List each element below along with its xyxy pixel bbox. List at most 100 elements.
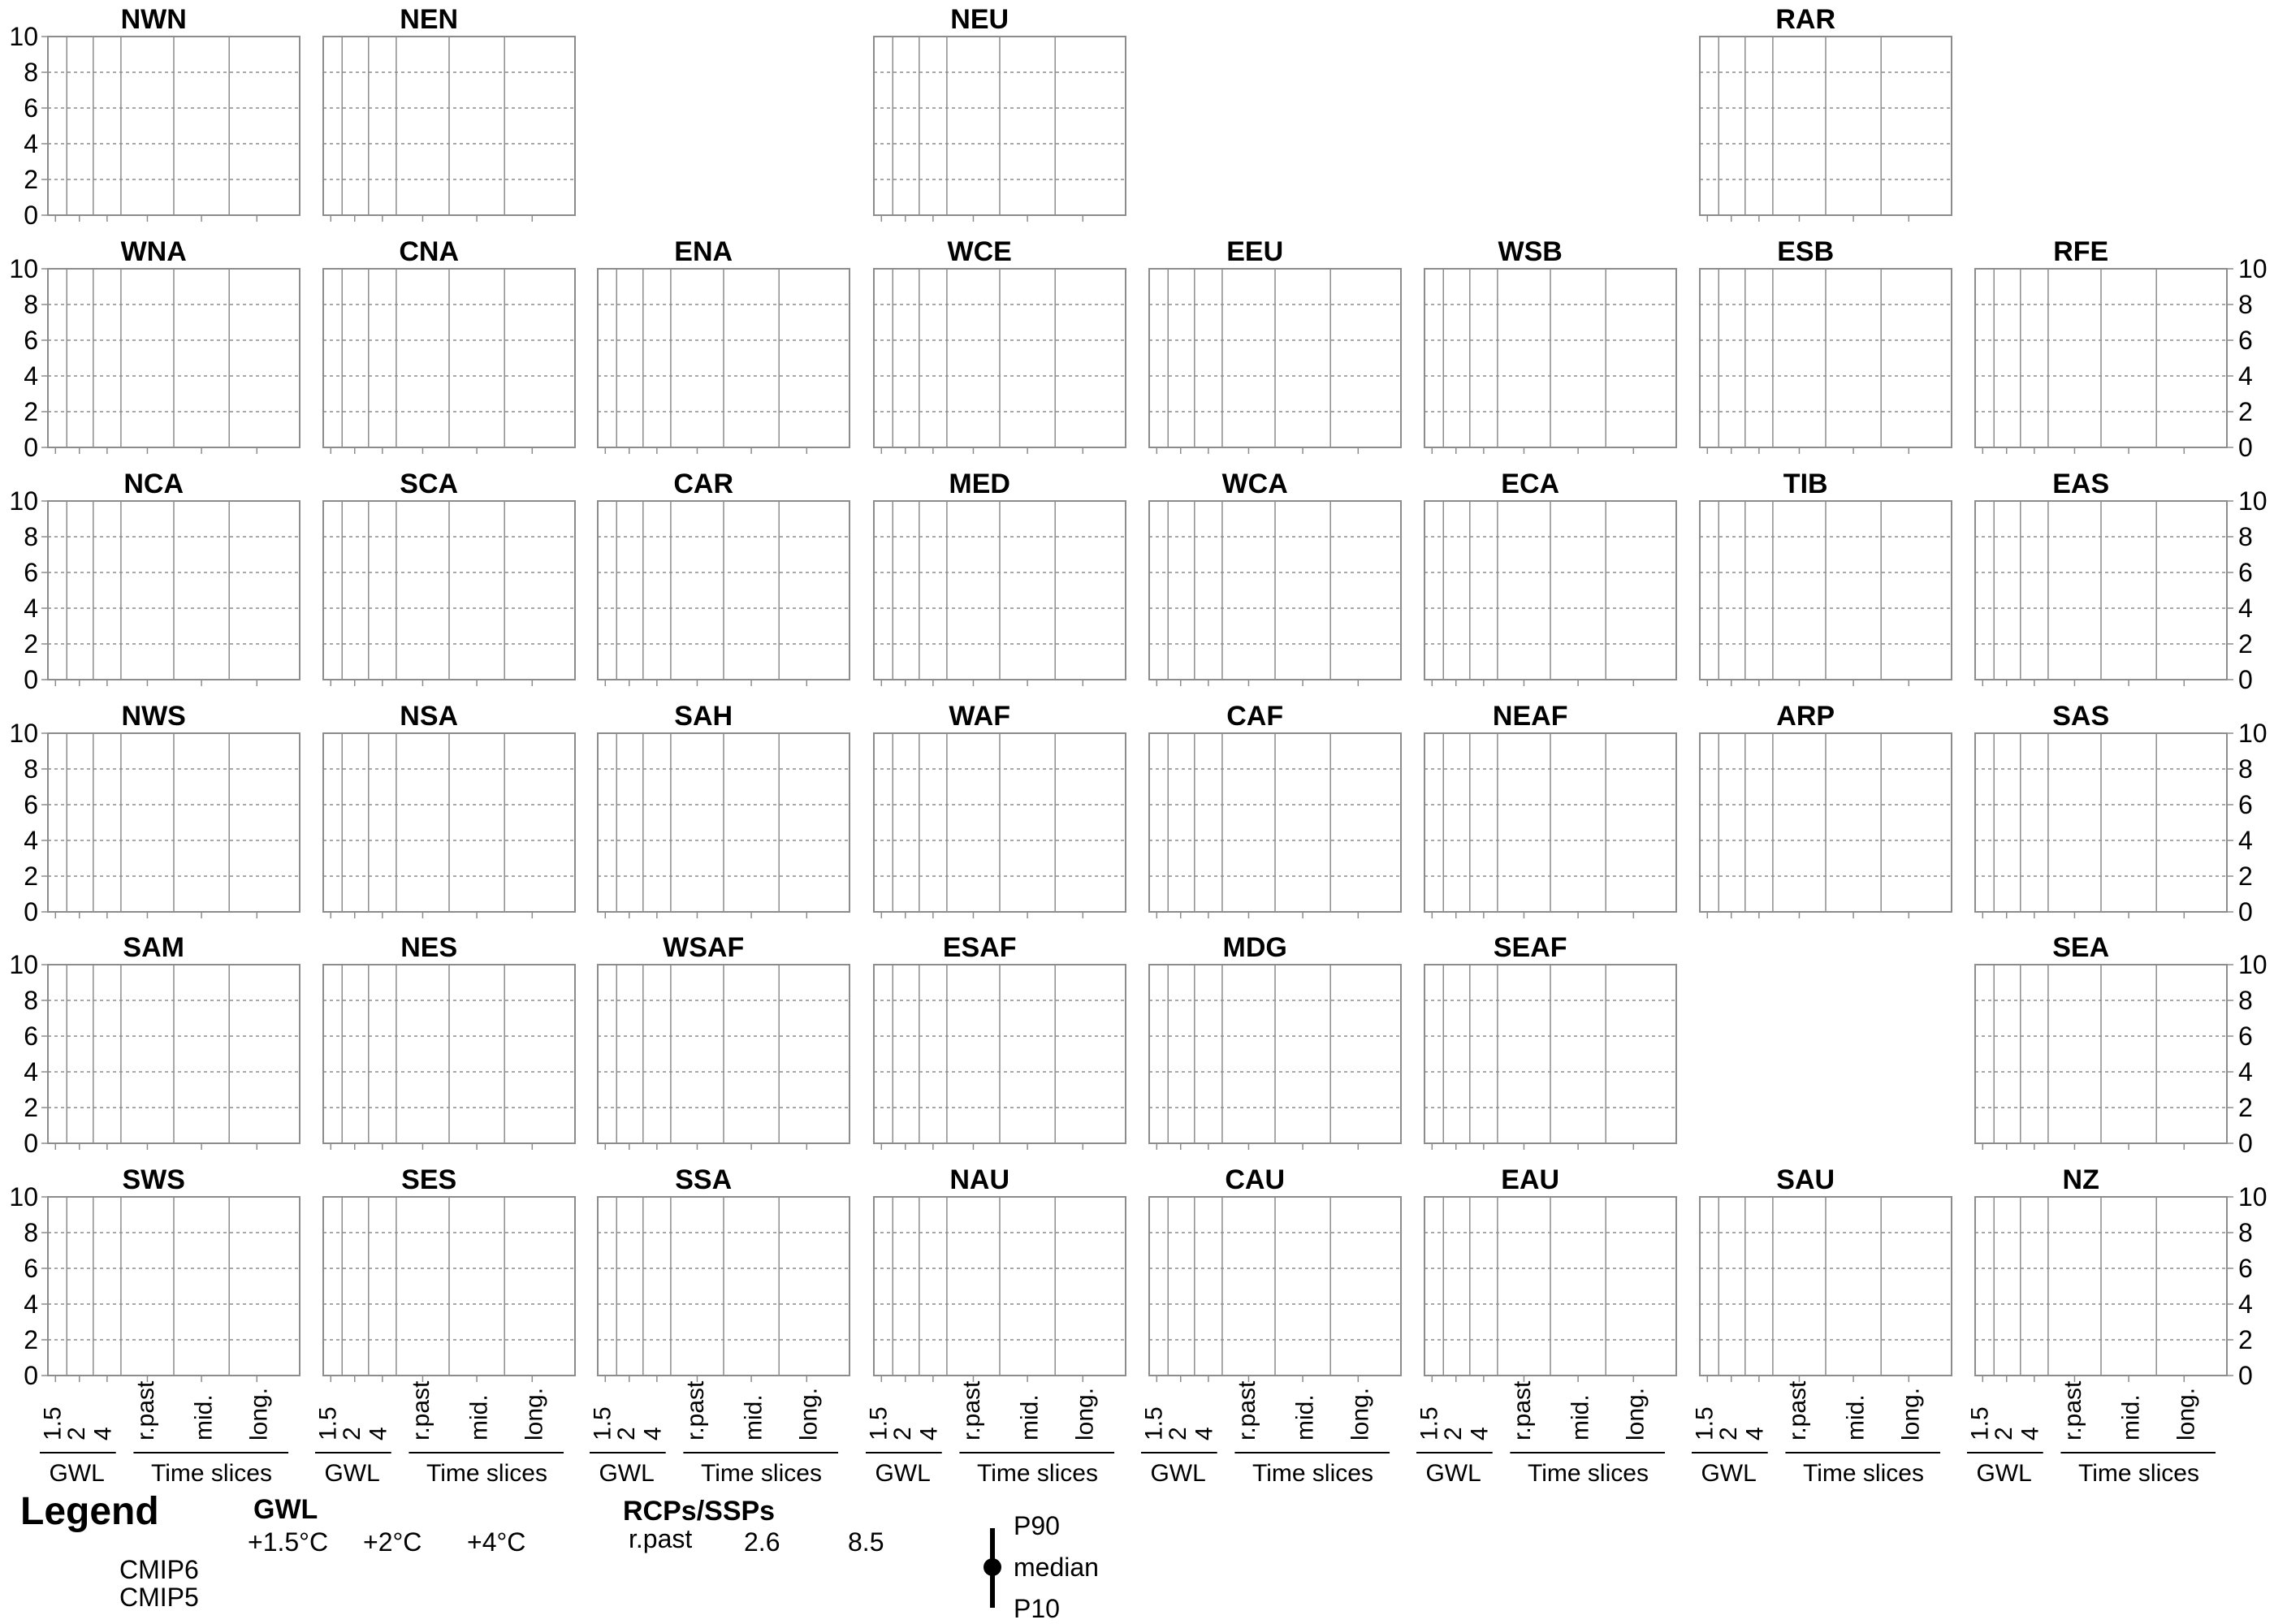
x-tick-label: 4 bbox=[640, 1427, 667, 1440]
y-tick-label: 4 bbox=[24, 1057, 38, 1086]
x-tick-label: 2 bbox=[613, 1427, 640, 1440]
x-tick-label: 4 bbox=[2017, 1427, 2044, 1440]
panel-title: RFE bbox=[2053, 236, 2108, 267]
x-tick-label: r.past bbox=[1509, 1380, 1536, 1440]
y-tick-label: 6 bbox=[2238, 790, 2253, 819]
group-label: Time slices bbox=[1803, 1460, 1924, 1487]
panel-title: SSA bbox=[675, 1164, 732, 1195]
y-tick-label: 8 bbox=[2238, 290, 2253, 319]
x-tick-label: mid. bbox=[2118, 1394, 2145, 1440]
panel-title: EAU bbox=[1501, 1164, 1559, 1195]
x-tick-label: long. bbox=[2173, 1388, 2200, 1440]
y-tick-label: 0 bbox=[2238, 897, 2253, 926]
y-tick-label: 6 bbox=[24, 326, 38, 355]
x-tick-label: 4 bbox=[1742, 1427, 1769, 1440]
x-tick-label: 1.5 bbox=[1416, 1406, 1443, 1440]
legend-gwl-title: GWL bbox=[253, 1494, 318, 1525]
region-panel: WSAF bbox=[597, 932, 850, 1150]
y-tick-label: 2 bbox=[24, 862, 38, 891]
group-label: GWL bbox=[1150, 1460, 1205, 1487]
panel-title: WCE bbox=[948, 236, 1012, 267]
region-panel: SAH bbox=[597, 701, 850, 918]
panel-title: SES bbox=[401, 1164, 456, 1195]
x-tick-label: 4 bbox=[90, 1427, 117, 1440]
y-tick-label: 6 bbox=[2238, 326, 2253, 355]
x-tick-label: 2 bbox=[63, 1427, 90, 1440]
y-tick-label: 2 bbox=[2238, 862, 2253, 891]
region-panel: CAU 1.52 4 r.past mid. long. GWL Time slices bbox=[1141, 1164, 1402, 1487]
x-tick-label: 1.5 bbox=[1692, 1406, 1718, 1440]
region-panel: NEN bbox=[322, 4, 576, 222]
region-panel: WNA 0 2 4 6 8 10 bbox=[9, 236, 300, 462]
x-tick-label: 4 bbox=[365, 1427, 392, 1440]
panel-title: WNA bbox=[121, 236, 187, 267]
panel-title: SWS bbox=[122, 1164, 184, 1195]
region-panel: SAM 0 2 4 6 8 10 bbox=[9, 932, 300, 1158]
region-panel: MED bbox=[873, 469, 1126, 686]
y-tick-label: 2 bbox=[2238, 629, 2253, 659]
region-panel: SCA bbox=[322, 469, 576, 686]
panel-title: SAU bbox=[1776, 1164, 1835, 1195]
panel-title: TIB bbox=[1783, 469, 1828, 499]
legend-median-dot bbox=[984, 1558, 1001, 1576]
panel-title: MED bbox=[949, 469, 1010, 499]
panel-title: ESAF bbox=[943, 932, 1017, 963]
x-tick-label: 1.5 bbox=[590, 1406, 616, 1440]
y-tick-label: 10 bbox=[2238, 950, 2268, 979]
x-tick-label: mid. bbox=[466, 1394, 493, 1440]
y-tick-label: 6 bbox=[24, 790, 38, 819]
region-panel: NWN 0 2 4 6 8 10 bbox=[9, 4, 300, 230]
panel-title: NEU bbox=[950, 4, 1009, 35]
y-tick-label: 8 bbox=[2238, 986, 2253, 1015]
region-panel: ECA bbox=[1424, 469, 1677, 686]
panel-title: NAU bbox=[949, 1164, 1009, 1195]
y-tick-label: 10 bbox=[9, 22, 38, 51]
y-tick-label: 0 bbox=[2238, 433, 2253, 462]
region-panel: MDG bbox=[1148, 932, 1402, 1150]
region-panel: SES 1.52 4 r.past mid. long. GWL Time slices bbox=[315, 1164, 576, 1487]
legend-stat: median bbox=[1014, 1553, 1099, 1582]
region-panel: SEA 0 2 4 6 8 10 bbox=[1974, 932, 2268, 1158]
x-tick-label: 1.5 bbox=[315, 1406, 342, 1440]
panel-title: EAS bbox=[2052, 469, 2109, 499]
region-panel: WAF bbox=[873, 701, 1126, 918]
legend-stat: P90 bbox=[1014, 1511, 1060, 1540]
x-tick-label: 4 bbox=[916, 1427, 943, 1440]
x-tick-label: r.past bbox=[1234, 1380, 1260, 1440]
y-tick-label: 8 bbox=[24, 290, 38, 319]
region-panel: CAR bbox=[597, 469, 850, 686]
y-tick-label: 6 bbox=[24, 93, 38, 123]
x-tick-label: mid. bbox=[1843, 1394, 1870, 1440]
x-tick-label: long. bbox=[1898, 1388, 1925, 1440]
y-tick-label: 8 bbox=[24, 986, 38, 1015]
legend-gwl-item: +2°C bbox=[363, 1527, 422, 1557]
panel-title: RAR bbox=[1775, 4, 1835, 35]
x-tick-label: 1.5 bbox=[1141, 1406, 1168, 1440]
x-tick-label: r.past bbox=[682, 1380, 709, 1440]
region-panel: TIB bbox=[1699, 469, 1952, 686]
panel-title: SAM bbox=[123, 932, 184, 963]
region-panel: CNA bbox=[322, 236, 576, 454]
y-tick-label: 4 bbox=[24, 594, 38, 623]
x-tick-label: r.past bbox=[132, 1380, 159, 1440]
y-tick-label: 10 bbox=[9, 486, 38, 516]
group-label: GWL bbox=[49, 1460, 104, 1487]
panel-title: WSB bbox=[1498, 236, 1563, 267]
panel-title: WSAF bbox=[663, 932, 744, 963]
x-tick-label: 2 bbox=[1715, 1427, 1742, 1440]
y-tick-label: 6 bbox=[24, 558, 38, 587]
group-label: Time slices bbox=[1528, 1460, 1649, 1487]
x-tick-label: r.past bbox=[1784, 1380, 1811, 1440]
x-tick-label: 4 bbox=[1467, 1427, 1494, 1440]
group-label: GWL bbox=[875, 1460, 930, 1487]
x-tick-label: long. bbox=[246, 1388, 273, 1440]
y-tick-label: 10 bbox=[2238, 719, 2268, 748]
group-label: GWL bbox=[324, 1460, 379, 1487]
panel-title: NSA bbox=[400, 701, 458, 732]
legend-model: CMIP5 bbox=[119, 1583, 199, 1612]
x-tick-label: long. bbox=[1072, 1388, 1099, 1440]
y-tick-label: 10 bbox=[9, 254, 38, 283]
panel-title: NWN bbox=[121, 4, 187, 35]
